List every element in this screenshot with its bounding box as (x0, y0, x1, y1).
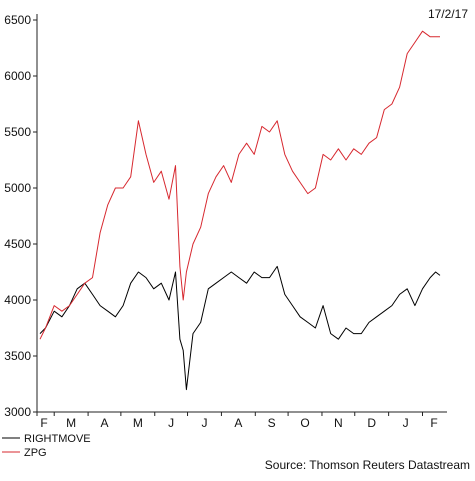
x-tick-label: J (168, 416, 174, 430)
x-tick-label: M (133, 416, 143, 430)
legend-label: ZPG (24, 447, 47, 459)
y-tick-label: 4000 (4, 293, 31, 307)
y-tick-label: 6500 (4, 13, 31, 27)
series-line-rightmove (39, 265, 441, 391)
y-tick-label: 3000 (4, 405, 31, 419)
source-label: Source: Thomson Reuters Datastream (265, 458, 470, 472)
series-line-zpg (39, 30, 440, 340)
legend: RIGHTMOVE ZPG (2, 433, 91, 459)
x-tick-label: N (334, 416, 343, 430)
legend-label: RIGHTMOVE (24, 433, 91, 445)
x-tick-label: M (66, 416, 76, 430)
y-tick-label: 3500 (4, 349, 31, 363)
y-axis: 3000 3500 4000 4500 5000 5500 6000 6500 (4, 13, 38, 419)
series-layer (39, 30, 441, 391)
date-label: 17/2/17 (428, 7, 468, 21)
y-tick-label: 4500 (4, 237, 31, 251)
x-tick-label: J (201, 416, 207, 430)
x-tick-label: J (403, 416, 409, 430)
y-tick-label: 5500 (4, 125, 31, 139)
y-tick-label: 5000 (4, 181, 31, 195)
y-tick-label: 6000 (4, 69, 31, 83)
x-tick-label: A (100, 416, 108, 430)
x-tick-label: D (367, 416, 376, 430)
x-tick-label: F (40, 416, 47, 430)
x-tick-label: A (234, 416, 242, 430)
x-tick-label: O (300, 416, 309, 430)
x-tick-label: S (268, 416, 276, 430)
x-tick-label: F (430, 416, 437, 430)
